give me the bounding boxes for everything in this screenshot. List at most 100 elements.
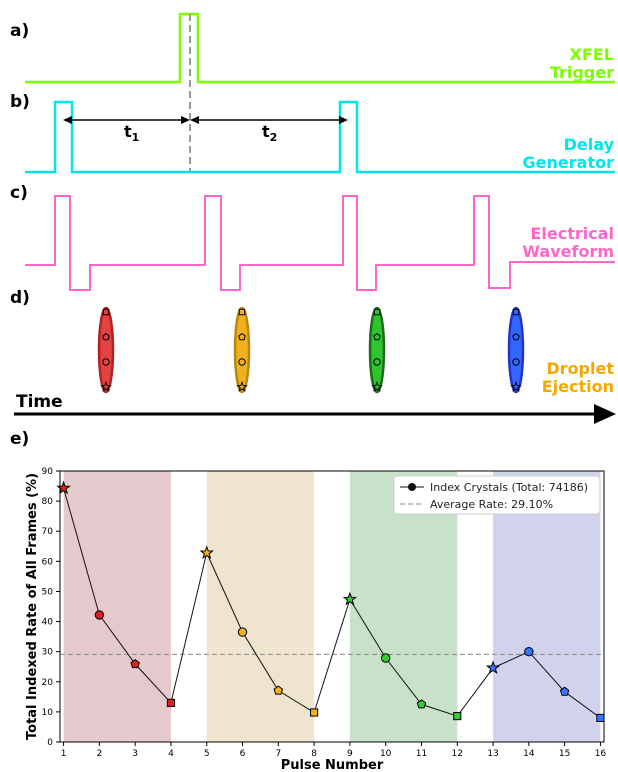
- droplet-square-marker: [373, 308, 381, 316]
- panel-d-label: d): [10, 288, 30, 308]
- series-line: [63, 488, 601, 719]
- droplet-pentagon-marker: [102, 333, 110, 341]
- droplet-ellipse: [368, 306, 386, 394]
- x-tick-label: 3: [132, 749, 138, 759]
- delay-label-line2: Generator: [523, 153, 615, 172]
- x-tick-label: 12: [452, 749, 463, 759]
- time-label: Time: [16, 392, 63, 412]
- legend-series-marker: [408, 483, 416, 491]
- electrical-label-line1: Electrical: [530, 224, 614, 243]
- pulse-bands: [63, 471, 601, 742]
- droplet-ellipse: [233, 306, 251, 394]
- y-tick-label: 70: [42, 527, 54, 537]
- x-tick-label: 5: [204, 749, 210, 759]
- electrical-waveform: [25, 195, 615, 291]
- data-point-square: [310, 708, 319, 717]
- x-tick-label: 4: [168, 749, 174, 759]
- t1-arrow-head-left: [63, 116, 72, 124]
- t1-arrow-head-right: [181, 116, 190, 124]
- legend[interactable]: Index Crystals (Total: 74186) Average Ra…: [393, 475, 601, 515]
- droplet-circle-marker: [512, 358, 520, 366]
- droplet-circle-marker: [238, 358, 246, 366]
- time-arrow-head: [594, 404, 616, 424]
- indexed-rate-chart: 1 2 3 4 5 6 7 8 9 10 11 12 13 14 15 16 0102030405060708…: [25, 467, 606, 772]
- data-point-circle: [380, 653, 391, 663]
- panel-e-label: e): [10, 429, 29, 449]
- pulse-band: [493, 471, 601, 742]
- droplet-square-marker: [238, 308, 246, 316]
- data-point-star: [199, 545, 214, 560]
- pulse-band: [349, 471, 458, 742]
- x-tick-label: 7: [275, 749, 281, 759]
- y-tick-label: 40: [42, 618, 54, 628]
- data-point-pentagon: [273, 685, 284, 695]
- t1-label: t1: [124, 122, 139, 144]
- y-axis-label: Total Indexed Rate of All Frames (%): [25, 473, 40, 740]
- legend-series-label: Index Crystals (Total: 74186): [430, 481, 588, 494]
- x-tick-label: 8: [311, 749, 317, 759]
- y-tick-label: 0: [47, 738, 53, 748]
- droplet-star-marker: [510, 380, 522, 392]
- x-tick-label: 10: [380, 749, 392, 759]
- droplet-square-marker: [512, 308, 520, 316]
- droplet-circle-marker: [102, 358, 110, 366]
- xfel-label-line2: Trigger: [550, 63, 614, 82]
- y-tick-label: 60: [42, 557, 54, 567]
- droplet-ellipse: [507, 306, 525, 394]
- x-ticks: 1 2 3 4 5 6 7 8 9 10 11 12 13 14 15 16: [61, 742, 607, 759]
- legend-average-label: Average Rate: 29.10%: [430, 498, 553, 511]
- y-tick-label: 20: [42, 678, 54, 688]
- xfel-label-line1: XFEL: [570, 45, 614, 64]
- data-point-pentagon: [559, 686, 570, 696]
- droplet-star-marker: [100, 380, 112, 392]
- panel-b-label: b): [10, 92, 30, 112]
- data-point-star: [56, 480, 71, 495]
- x-tick-label: 9: [347, 749, 353, 759]
- x-tick-label: 6: [240, 749, 246, 759]
- droplet-pentagon-marker: [373, 333, 381, 341]
- x-tick-label: 1: [61, 749, 67, 759]
- x-tick-label: 2: [97, 749, 103, 759]
- xfel-trigger-waveform: [25, 12, 615, 84]
- x-tick-label: 16: [595, 749, 607, 759]
- panel-c-label: c): [10, 183, 28, 203]
- y-tick-label: 50: [42, 587, 54, 597]
- series-markers: [56, 480, 605, 722]
- panel-a-label: a): [10, 21, 29, 41]
- pulse-band: [206, 471, 315, 742]
- delay-generator-waveform: [25, 100, 615, 174]
- plot-frame: [59, 470, 605, 743]
- data-point-square: [166, 698, 176, 707]
- droplet-ellipse: [97, 306, 115, 394]
- t2-arrow-head-right: [339, 116, 348, 124]
- pulse-band: [63, 471, 171, 742]
- x-tick-label: 13: [487, 749, 498, 759]
- data-point-circle: [94, 610, 105, 620]
- data-point-square: [453, 712, 462, 721]
- x-tick-label: 14: [523, 749, 535, 759]
- x-tick-label: 11: [416, 749, 427, 759]
- y-tick-label: 80: [42, 497, 54, 507]
- data-point-circle: [237, 627, 248, 637]
- droplet-square-marker: [102, 308, 110, 316]
- droplet-label-line2: Ejection: [542, 377, 614, 396]
- droplet-pentagon-marker: [512, 333, 520, 341]
- x-tick-label: 15: [559, 749, 570, 759]
- delay-label-line1: Delay: [564, 135, 615, 154]
- droplet-circle-marker: [373, 358, 381, 366]
- droplet-star-marker: [236, 380, 248, 392]
- y-tick-label: 90: [42, 467, 54, 477]
- data-point-circle: [524, 646, 534, 657]
- t2-label: t2: [262, 122, 277, 144]
- droplet-pentagon-marker: [238, 333, 246, 341]
- x-axis-label: Pulse Number: [281, 758, 384, 772]
- electrical-label-line2: Waveform: [522, 242, 614, 261]
- droplet-label-line1: Droplet: [546, 359, 614, 378]
- t2-arrow-head-left: [190, 116, 199, 124]
- y-tick-label: 30: [42, 648, 54, 658]
- droplet-group: [97, 306, 525, 394]
- y-tick-label: 10: [42, 708, 54, 718]
- data-point-star: [485, 660, 501, 675]
- legend-box: [393, 475, 601, 515]
